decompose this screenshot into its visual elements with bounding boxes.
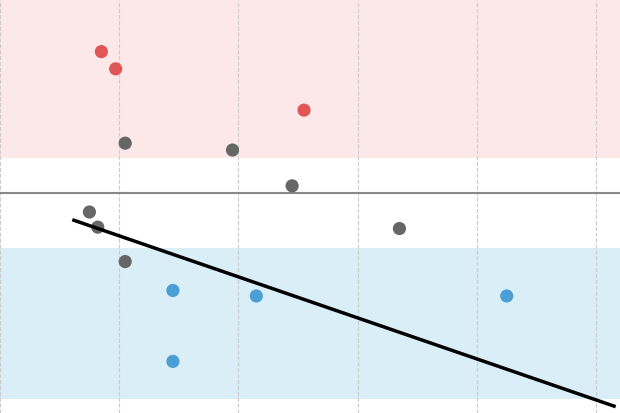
Point [168, 287, 178, 294]
Bar [0, 248, 620, 399]
Point [96, 48, 106, 55]
Point [93, 224, 103, 230]
Point [168, 358, 178, 365]
Point [84, 209, 94, 215]
Point [228, 147, 237, 153]
Point [287, 183, 297, 189]
Point [111, 66, 121, 72]
Point [394, 225, 404, 232]
Point [251, 293, 261, 299]
Point [120, 140, 130, 147]
Bar [0, 0, 620, 158]
Point [299, 107, 309, 114]
Point [502, 293, 512, 299]
Point [120, 258, 130, 265]
